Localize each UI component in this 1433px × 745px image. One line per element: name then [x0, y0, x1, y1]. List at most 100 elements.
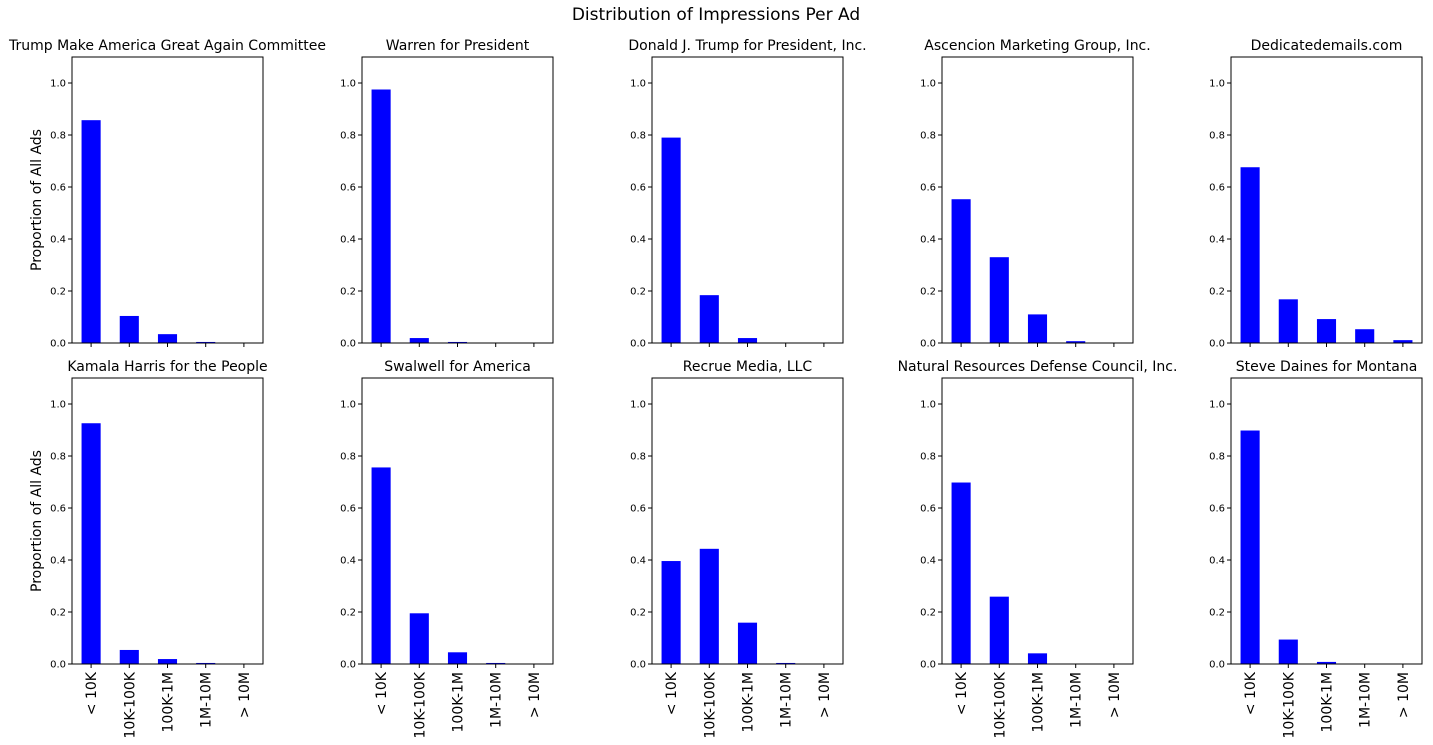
bar [486, 662, 506, 664]
bar [1240, 167, 1260, 343]
subplot-title: Ascencion Marketing Group, Inc. [924, 38, 1150, 54]
y-tick-label: 0.8 [1209, 452, 1225, 463]
y-tick-label: 1.0 [1209, 400, 1225, 411]
y-tick-label: 0.8 [920, 452, 936, 463]
y-tick-label: 0.2 [50, 608, 66, 619]
y-tick-label: 0.0 [1209, 339, 1225, 350]
bar [1240, 430, 1260, 664]
y-tick-label: 1.0 [50, 400, 66, 411]
y-tick-label: 0.0 [920, 660, 936, 671]
y-tick-label: 0.6 [630, 183, 646, 194]
x-tick-label: > 10M [1107, 672, 1123, 718]
x-tick-label: 1M-10M [1069, 672, 1085, 728]
x-tick-label: < 10K [374, 671, 390, 715]
bar [661, 137, 681, 343]
x-tick-label: 100K-1M [451, 672, 467, 732]
subplot: Trump Make America Great Again Committee… [8, 38, 326, 350]
y-tick-label: 0.8 [50, 452, 66, 463]
bar [737, 338, 758, 343]
subplot: Swalwell for America < 10K 10K-100K 100K-1M… [340, 359, 554, 738]
bar [371, 467, 391, 664]
x-tick-label: 10K-100K [412, 671, 428, 738]
y-tick-label: 0.6 [340, 183, 356, 194]
subplot-title: Trump Make America Great Again Committee [8, 38, 326, 54]
bar [1355, 329, 1375, 343]
y-tick-label: 0.8 [920, 131, 936, 142]
y-tick-label: 0.8 [340, 452, 356, 463]
axes-frame [941, 56, 1134, 344]
bar [371, 89, 391, 343]
bar [409, 338, 429, 343]
x-tick-label: 100K-1M [161, 672, 177, 732]
subplot: Warren for President 0.0 0.2 0.4 0.6 0.8 1.0 [340, 38, 554, 350]
bar [989, 596, 1009, 664]
y-tick-label: 0.4 [50, 235, 66, 246]
y-tick-label: 1.0 [340, 79, 356, 90]
y-tick-label: 0.6 [50, 183, 66, 194]
axes-frame [941, 377, 1134, 665]
y-tick-label: 0.6 [920, 504, 936, 515]
y-tick-label: 0.6 [1209, 504, 1225, 515]
x-tick-label: > 10M [817, 672, 833, 718]
y-tick-label: 1.0 [1209, 79, 1225, 90]
bar [776, 662, 796, 664]
subplot-title: Recrue Media, LLC [683, 359, 813, 375]
x-tick-label: > 10M [527, 672, 543, 718]
y-tick-label: 1.0 [920, 400, 936, 411]
bar [81, 423, 101, 664]
x-tick-label: 10K-100K [702, 671, 718, 738]
bar [699, 548, 719, 664]
x-tick-label: 10K-100K [122, 671, 138, 738]
y-tick-label: 1.0 [340, 400, 356, 411]
y-tick-label: 0.2 [340, 287, 356, 298]
subplot: Steve Daines for Montana < 10K 10K-100K 100… [1209, 359, 1423, 738]
x-tick-label: 10K-100K [1281, 671, 1297, 738]
y-tick-label: 0.4 [920, 235, 936, 246]
subplot: Dedicatedemails.com 0.0 0.2 0.4 0.6 0.8 1.0 [1209, 38, 1423, 350]
y-tick-label: 0.8 [630, 131, 646, 142]
y-tick-label: 0.2 [920, 608, 936, 619]
y-tick-label: 0.4 [340, 235, 356, 246]
x-tick-label: 100K-1M [1031, 672, 1047, 732]
bar [1066, 341, 1086, 343]
x-tick-label: < 10K [954, 671, 970, 715]
y-tick-label: 0.0 [1209, 660, 1225, 671]
subplot-title: Warren for President [386, 38, 530, 54]
y-tick-label: 0.6 [920, 183, 936, 194]
y-tick-label: 1.0 [630, 79, 646, 90]
y-tick-label: 0.0 [50, 660, 66, 671]
bar [1027, 314, 1048, 343]
bar [951, 199, 971, 343]
x-tick-label: 10K-100K [992, 671, 1008, 738]
bar [1393, 340, 1413, 343]
bar [989, 257, 1009, 343]
y-tick-label: 0.4 [920, 556, 936, 567]
subplot-title: Dedicatedemails.com [1251, 38, 1403, 54]
axes-frame [1230, 377, 1423, 665]
y-tick-label: 0.2 [50, 287, 66, 298]
bar [1316, 319, 1337, 343]
y-tick-label: 0.8 [630, 452, 646, 463]
y-axis-label: Proportion of All Ads [29, 450, 45, 592]
x-tick-label: > 10M [1396, 672, 1412, 718]
bar [196, 341, 216, 343]
y-tick-label: 0.4 [50, 556, 66, 567]
y-tick-label: 0.0 [920, 339, 936, 350]
axes-frame [361, 56, 554, 344]
y-tick-label: 0.2 [340, 608, 356, 619]
x-tick-label: 1M-10M [489, 672, 505, 728]
y-tick-label: 0.6 [1209, 183, 1225, 194]
y-tick-label: 0.2 [1209, 608, 1225, 619]
x-tick-label: 1M-10M [1358, 672, 1374, 728]
y-tick-label: 0.0 [340, 660, 356, 671]
y-tick-label: 0.6 [340, 504, 356, 515]
y-tick-label: 0.4 [340, 556, 356, 567]
x-tick-label: < 10K [664, 671, 680, 715]
bar [661, 561, 681, 664]
subplot-title: Natural Resources Defense Council, Inc. [898, 359, 1178, 375]
bar [447, 341, 468, 343]
bar [157, 334, 178, 343]
y-tick-label: 0.4 [630, 235, 646, 246]
axes-frame [651, 56, 844, 344]
y-tick-label: 0.2 [1209, 287, 1225, 298]
